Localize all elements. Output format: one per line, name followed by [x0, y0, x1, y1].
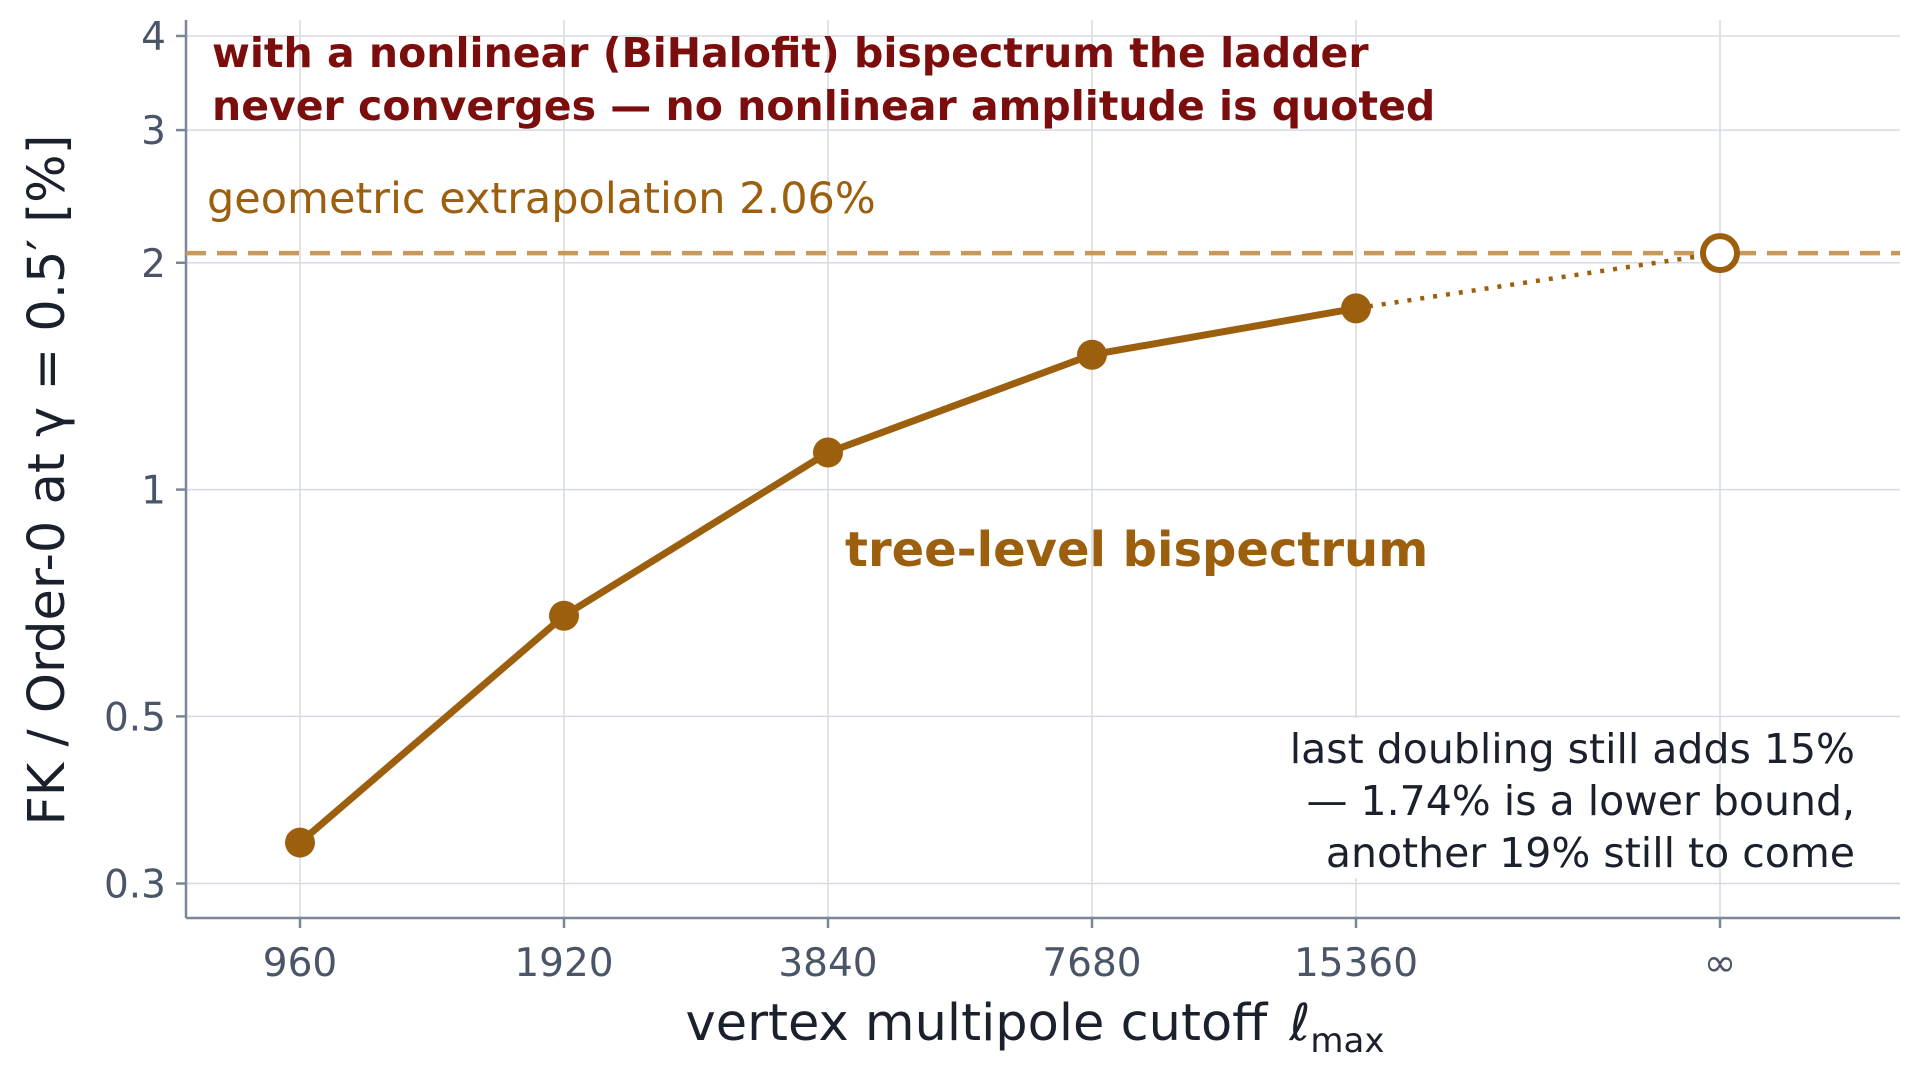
data-point: [285, 827, 315, 858]
x-tick-label: ∞: [1704, 941, 1737, 986]
x-tick-label: 3840: [778, 941, 877, 986]
x-tick-label: 15360: [1294, 941, 1418, 986]
y-tick-label: 4: [141, 15, 166, 60]
data-point: [1341, 293, 1371, 324]
data-point: [1077, 339, 1107, 370]
y-axis-title: FK / Order-0 at γ = 0.5′ [%]: [18, 134, 77, 825]
extrapolation-label: geometric extrapolation 2.06%: [207, 174, 876, 224]
note-line-1: last doubling still adds 15%: [1290, 725, 1855, 773]
grid: [186, 20, 1900, 918]
y-axis-ticks: 0.3 0.5 1 2 3 4: [104, 15, 186, 908]
x-tick-label: 960: [263, 941, 337, 986]
note-box: [1200, 718, 1640, 878]
data-points: [285, 293, 1371, 858]
y-tick-label: 1: [141, 469, 166, 514]
x-axis-title: vertex multipole cutoff ℓmax: [686, 994, 1385, 1061]
extrapolation-link: [1355, 250, 1721, 311]
y-tick-label: 2: [141, 242, 166, 287]
note-line-3: another 19% still to come: [1326, 829, 1855, 877]
series-label: tree-level bispectrum: [845, 522, 1428, 578]
x-axis-ticks: 960 1920 3840 7680 15360 ∞: [263, 918, 1736, 986]
y-tick-label: 3: [141, 109, 166, 154]
warning-line-1: with a nonlinear (BiHalofit) bispectrum …: [212, 29, 1369, 77]
data-point: [549, 600, 579, 631]
data-point: [813, 437, 843, 468]
y-tick-label: 0.5: [104, 695, 166, 740]
warning-line-2: never converges — no nonlinear amplitude…: [212, 82, 1435, 130]
x-tick-label: 7680: [1042, 941, 1141, 986]
note-line-2: — 1.74% is a lower bound,: [1306, 777, 1855, 825]
extrapolation-point: [1700, 233, 1740, 274]
x-tick-label: 1920: [514, 941, 613, 986]
axes: [184, 20, 1900, 920]
y-tick-label: 0.3: [104, 863, 166, 908]
